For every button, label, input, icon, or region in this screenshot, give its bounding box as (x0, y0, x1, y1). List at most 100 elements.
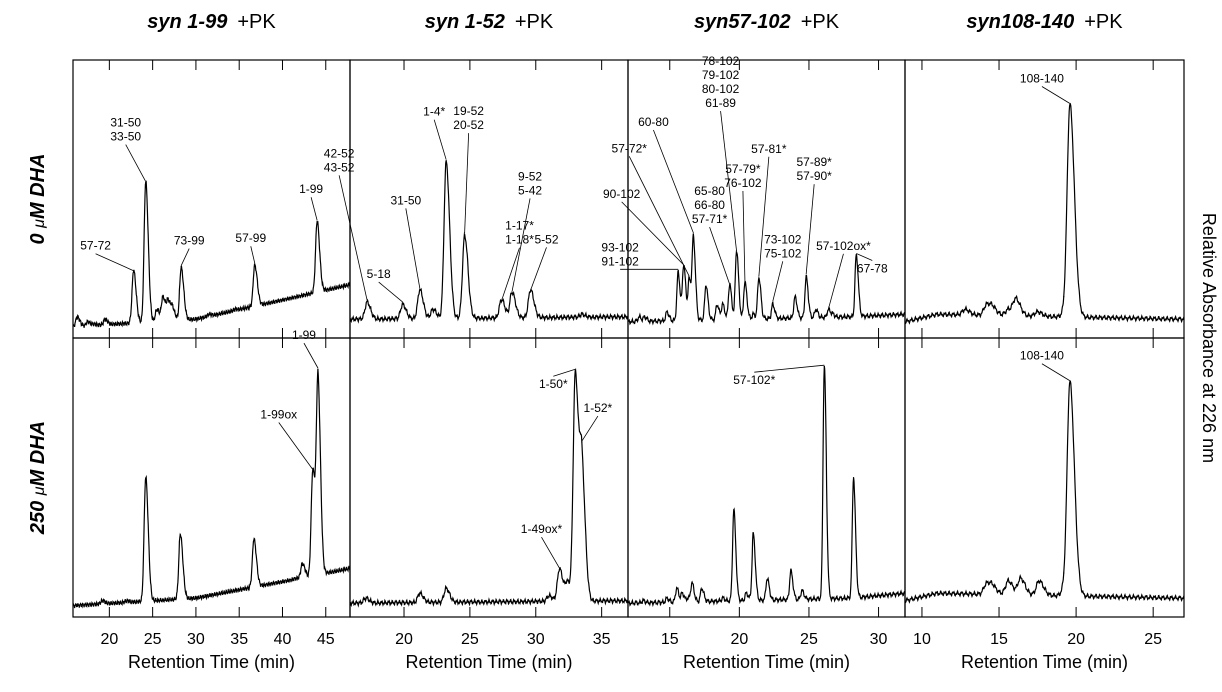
peak-point (574, 369, 576, 371)
row-label: 0 μM DHA (27, 154, 49, 245)
peak-point (638, 316, 640, 318)
peak-point (167, 298, 169, 300)
x-tick-label: 20 (100, 631, 118, 648)
annotation-leader (628, 156, 690, 277)
peak-annotation-line: 1-99 (299, 182, 323, 196)
peak-annotation-line: 9-52 (518, 169, 542, 183)
peak-annotation: 57-99 (235, 231, 266, 245)
x-tick-label: 15 (661, 631, 679, 648)
peak-annotation-line: 67-78 (857, 261, 888, 275)
peak-annotation: 1-52* (584, 401, 613, 415)
peak-point (752, 531, 754, 534)
peak-point (691, 581, 693, 583)
peak-point (735, 251, 738, 253)
peak-annotation-line: 66-80 (694, 198, 725, 212)
peak-annotation-line: 42-52 (324, 146, 355, 160)
peak-point (852, 476, 855, 479)
row-label: 250 μM DHA (27, 421, 49, 535)
peak-point (316, 220, 318, 222)
peak-annotation-line: 31-50 (110, 116, 141, 130)
peak-point (794, 295, 796, 297)
x-tick-label: 30 (187, 631, 205, 648)
row-label-conc: 250 (27, 495, 49, 535)
panel-title-construct: syn 1-52 (425, 11, 505, 33)
peak-annotation: 57-79* 76-102 (724, 162, 762, 190)
panel-title: syn 1-52 +PK (425, 11, 554, 33)
peak-point (301, 564, 303, 566)
peak-point (801, 589, 803, 591)
peak-annotation-line: 73-99 (174, 234, 205, 248)
annotation-leader (250, 246, 256, 264)
peak-point (701, 589, 703, 591)
peak-point (964, 309, 966, 311)
peak-annotation-line: 57-72 (80, 239, 111, 253)
peak-annotation-line: 31-50 (390, 193, 421, 207)
peak-point (419, 592, 421, 594)
panel-title-suffix: +PK (801, 11, 840, 33)
row-label-unit: M DHA (27, 154, 49, 220)
peak-annotation-line: 57-90* (796, 169, 832, 183)
peak-annotation-line: 108-140 (1020, 349, 1064, 363)
peak-point (722, 302, 724, 304)
peak-annotation-line: 79-102 (702, 68, 740, 82)
peak-point (992, 305, 994, 307)
annotation-leader (433, 119, 447, 160)
panel-title-suffix: +PK (237, 11, 276, 33)
chromatogram-trace (349, 367, 629, 608)
annotation-leader (621, 201, 684, 266)
annotation-leader (828, 253, 844, 309)
annotation-leader (125, 144, 147, 182)
annotation-leader (541, 537, 560, 569)
peak-annotation-line: 1-50* (539, 377, 568, 391)
x-tick-label: 30 (527, 631, 545, 648)
peak-point (132, 271, 135, 273)
peak-annotation-line: 5-42 (518, 183, 542, 197)
peak-point (171, 303, 174, 305)
peak-annotation: 1-4* (423, 105, 445, 119)
peak-point (294, 578, 297, 580)
peak-annotation: 90-102 (603, 187, 641, 201)
row-label-conc: 0 (27, 228, 49, 245)
peak-point (117, 321, 119, 324)
peak-annotation: 57-102ox* (816, 239, 871, 253)
peak-annotation: 57-81* (751, 142, 787, 156)
panel-title-suffix: +PK (515, 11, 554, 33)
peak-point (1069, 381, 1071, 383)
panel-title-suffix: +PK (1084, 11, 1123, 33)
x-axis-label: Retention Time (min) (405, 652, 572, 672)
panel-title-construct: syn108-140 (966, 11, 1074, 33)
x-tick-label: 25 (461, 631, 479, 648)
annotation-leader (758, 156, 770, 277)
peak-point (823, 365, 825, 367)
peak-annotation-line: 93-102 (601, 240, 639, 254)
peak-point (566, 579, 568, 581)
peak-point (93, 324, 95, 326)
peak-point (234, 310, 236, 312)
peak-point (827, 309, 830, 311)
x-tick-label: 20 (1067, 631, 1085, 648)
row-label-mu: μ (31, 486, 48, 496)
peak-point (511, 291, 513, 294)
annotation-leader (303, 342, 319, 369)
peak-point (986, 580, 988, 582)
peak-point (101, 600, 104, 602)
peak-point (87, 320, 89, 322)
peak-point (317, 368, 319, 370)
peak-annotation-line: 57-102ox* (816, 239, 871, 253)
peak-annotation-line: 5-18 (367, 267, 391, 281)
peak-point (1007, 578, 1009, 580)
peak-point (1015, 297, 1017, 299)
annotation-leader (530, 247, 547, 291)
peak-annotation-line: 78-102 (702, 54, 740, 68)
annotation-leader (180, 248, 190, 266)
peak-annotation-line: 73-102 (764, 232, 802, 246)
peak-point (642, 598, 644, 600)
peak-annotation: 73-99 (174, 234, 205, 248)
peak-annotation: 57-102* (733, 373, 775, 387)
chromatogram-trace (72, 369, 351, 609)
peak-annotation-line: 57-102* (733, 373, 775, 387)
peak-point (529, 290, 532, 292)
peak-annotation: 1-49ox* (521, 522, 563, 536)
annotation-leader (405, 208, 421, 289)
